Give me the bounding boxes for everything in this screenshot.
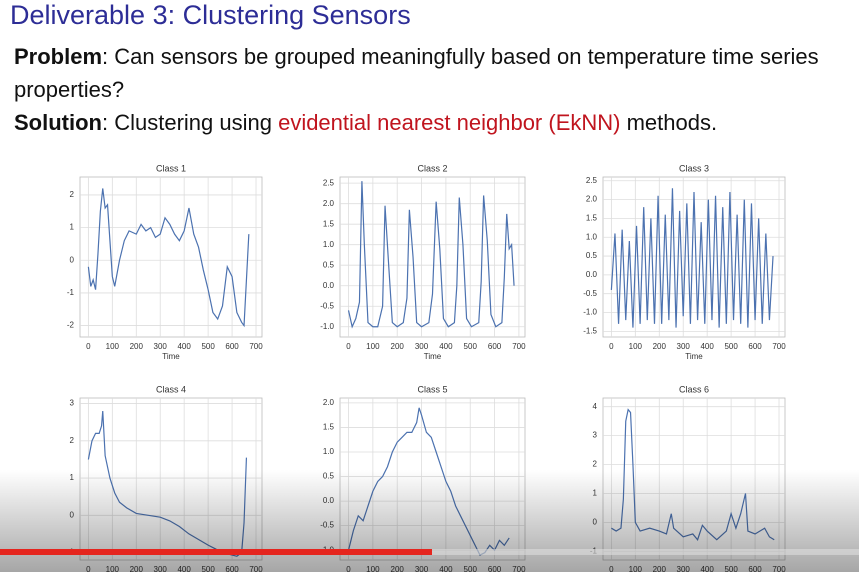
x-tick-label: 0 [346, 342, 351, 351]
x-tick-label: 400 [177, 342, 191, 351]
x-tick-label: 0 [86, 342, 91, 351]
y-tick-label: 2.0 [323, 199, 335, 208]
y-tick-label: 3 [70, 399, 75, 408]
y-tick-label: 1.0 [323, 447, 335, 456]
y-tick-label: 1.5 [323, 219, 335, 228]
series-line [610, 188, 774, 328]
x-tick-label: 600 [748, 342, 762, 351]
y-tick-label: 1.5 [323, 423, 335, 432]
y-tick-label: -1 [67, 288, 75, 297]
y-tick-label: 0.5 [586, 251, 598, 260]
y-tick-label: 1.5 [586, 214, 598, 223]
y-tick-label: 4 [593, 402, 598, 411]
solution-label: Solution [14, 110, 102, 135]
x-tick-label: 700 [512, 342, 526, 351]
y-tick-label: 0.0 [323, 281, 335, 290]
y-tick-label: 1.0 [323, 240, 335, 249]
x-tick-label: 0 [609, 342, 614, 351]
y-tick-label: 2 [70, 436, 75, 445]
progress-bar[interactable] [0, 549, 432, 555]
slide-title: Deliverable 3: Clustering Sensors [10, 0, 411, 30]
x-axis-label: Time [685, 352, 703, 361]
x-tick-label: 200 [391, 342, 405, 351]
chart-title: Class 6 [679, 384, 709, 394]
chart-title: Class 4 [156, 384, 186, 394]
y-tick-label: 0.5 [323, 260, 335, 269]
x-tick-label: 700 [772, 342, 786, 351]
x-tick-label: 600 [488, 342, 502, 351]
x-tick-label: 100 [106, 342, 120, 351]
chart-title: Class 2 [417, 163, 447, 173]
solution-end: methods. [620, 110, 718, 135]
y-tick-label: 2.0 [323, 398, 335, 407]
y-tick-label: -0.5 [583, 289, 597, 298]
y-tick-label: 3 [593, 431, 598, 440]
x-tick-label: 300 [415, 342, 429, 351]
series-line [87, 188, 250, 328]
solution-highlight: evidential nearest neighbor (EkNN) [278, 110, 621, 135]
x-tick-label: 100 [629, 342, 643, 351]
chart-title: Class 1 [156, 163, 186, 173]
chart-title: Class 3 [679, 163, 709, 173]
x-tick-label: 200 [653, 342, 667, 351]
y-tick-label: -2 [67, 321, 75, 330]
solution-text: : Clustering using [101, 110, 279, 135]
y-tick-label: -1.0 [583, 308, 597, 317]
chart-title: Class 5 [417, 384, 447, 394]
x-tick-label: 700 [249, 342, 263, 351]
x-tick-label: 100 [366, 342, 380, 351]
y-tick-label: 2 [70, 190, 75, 199]
problem-text: : Can sensors be grouped meaningfully ba… [14, 44, 819, 102]
series-line [347, 181, 515, 329]
y-tick-label: 1.0 [586, 232, 598, 241]
y-tick-label: 2 [593, 460, 598, 469]
y-tick-label: 1 [70, 223, 75, 232]
problem-label: Problem [14, 44, 103, 69]
y-tick-label: 2.0 [586, 195, 598, 204]
x-axis-label: Time [424, 352, 442, 361]
y-tick-label: 2.5 [586, 176, 598, 185]
x-axis-label: Time [162, 352, 180, 361]
y-tick-label: -1.5 [583, 326, 597, 335]
y-tick-label: 0 [70, 255, 75, 264]
x-tick-label: 400 [700, 342, 714, 351]
x-tick-label: 600 [225, 342, 239, 351]
y-tick-label: -0.5 [320, 301, 334, 310]
x-tick-label: 500 [201, 342, 215, 351]
y-tick-label: -1.0 [320, 322, 334, 331]
x-tick-label: 500 [464, 342, 478, 351]
solution: Solution: Clustering using evidential ne… [14, 106, 844, 139]
x-tick-label: 500 [724, 342, 738, 351]
x-tick-label: 200 [130, 342, 144, 351]
problem: Problem: Can sensors be grouped meaningf… [14, 40, 844, 106]
y-tick-label: 2.5 [323, 178, 335, 187]
x-tick-label: 300 [154, 342, 168, 351]
slide-body: Problem: Can sensors be grouped meaningf… [14, 40, 844, 139]
plot-frame [79, 176, 263, 338]
x-tick-label: 400 [439, 342, 453, 351]
x-tick-label: 300 [677, 342, 691, 351]
y-tick-label: 0.0 [586, 270, 598, 279]
player-shade [0, 470, 859, 572]
